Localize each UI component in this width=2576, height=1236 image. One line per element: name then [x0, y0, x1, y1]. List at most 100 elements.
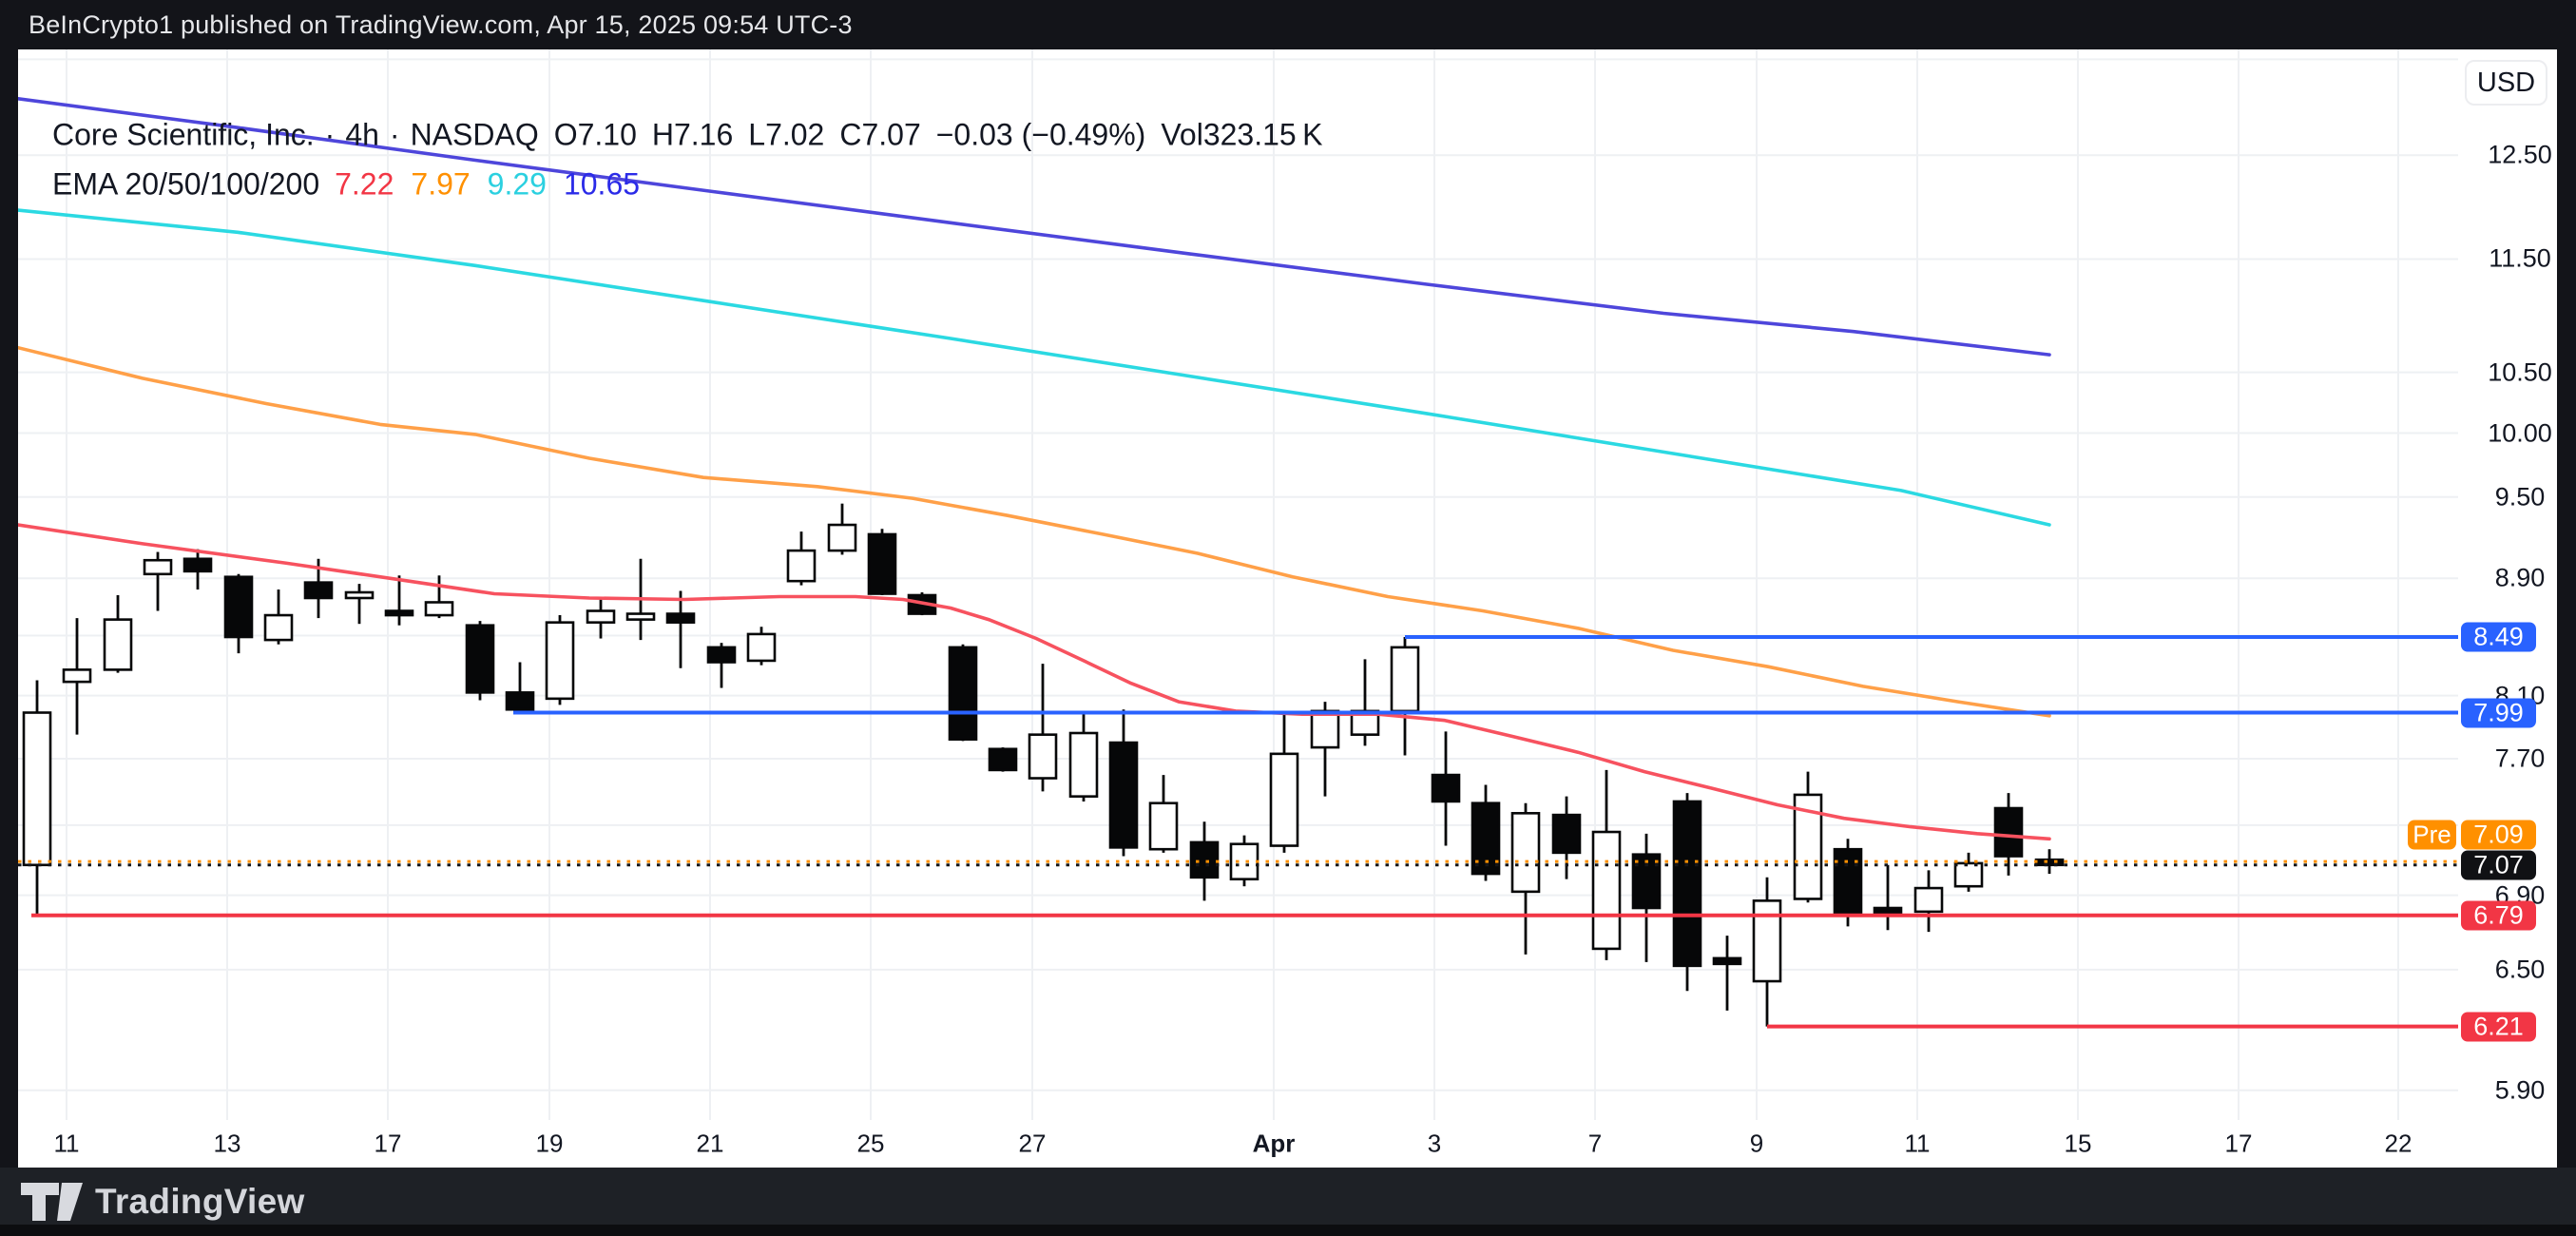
price-tick-label: 10.50	[2488, 357, 2552, 387]
price-tag-7.99: 7.99	[2461, 698, 2536, 727]
candle[interactable]	[263, 589, 294, 645]
candle-body	[1189, 840, 1220, 879]
candle-body	[1913, 886, 1944, 914]
candle-body	[1431, 773, 1461, 803]
candle[interactable]	[1390, 637, 1420, 756]
candle-body	[1310, 709, 1340, 749]
candle[interactable]	[183, 549, 213, 590]
candle-body	[665, 612, 696, 624]
candle[interactable]	[103, 595, 133, 673]
price-tag-6.21: 6.21	[2461, 1012, 2536, 1042]
price-tag-6.79: 6.79	[2461, 900, 2536, 931]
candle[interactable]	[1873, 864, 1903, 931]
symbol-legend[interactable]: Core Scientific, Inc. · 4h · NASDAQ O7.1…	[52, 118, 1322, 153]
candle[interactable]	[1631, 833, 1662, 962]
price-tick-label: 6.50	[2494, 955, 2546, 984]
time-tick-label: 17	[374, 1129, 402, 1158]
candle[interactable]	[948, 644, 978, 742]
time-tick-label: 22	[2384, 1129, 2413, 1158]
candle[interactable]	[465, 621, 495, 701]
candle[interactable]	[1108, 709, 1139, 857]
interval-label[interactable]: 4h	[345, 117, 379, 152]
candle-body	[1752, 899, 1782, 983]
separator-dot: ·	[389, 117, 400, 152]
candle[interactable]	[1953, 852, 1984, 892]
volume-value: Vol323.15 K	[1161, 117, 1323, 152]
candle[interactable]	[746, 627, 777, 666]
candle[interactable]	[1148, 775, 1179, 853]
candle[interactable]	[62, 618, 92, 735]
candle-body	[303, 581, 334, 600]
candle[interactable]	[22, 680, 52, 916]
candle[interactable]	[1752, 877, 1782, 1027]
ema-values: 7.22 7.97 9.29 10.65	[335, 167, 640, 203]
candle-body	[625, 612, 656, 621]
candle[interactable]	[1028, 664, 1058, 792]
currency-label: USD	[2476, 67, 2536, 98]
candle[interactable]	[143, 551, 173, 611]
candle[interactable]	[344, 584, 375, 625]
candle[interactable]	[1350, 659, 1380, 746]
candle-body	[1108, 741, 1139, 849]
candle[interactable]	[1431, 731, 1461, 846]
candle[interactable]	[1510, 802, 1541, 955]
candle-body	[1510, 812, 1541, 894]
candle-body	[465, 624, 495, 694]
ohlc-low: L7.02	[748, 117, 825, 152]
ema-legend[interactable]: EMA 20/50/100/200 7.22 7.97 9.29 10.65	[52, 167, 640, 203]
candle-body	[505, 691, 535, 711]
ema-20-line	[18, 523, 2051, 841]
candle-body	[1712, 956, 1742, 966]
candle-body	[706, 646, 737, 664]
candle[interactable]	[1068, 710, 1099, 801]
candle[interactable]	[384, 575, 414, 626]
candle-body	[1068, 731, 1099, 798]
candle[interactable]	[2034, 849, 2065, 875]
candle[interactable]	[1712, 936, 1742, 1011]
candle[interactable]	[424, 575, 454, 619]
candle[interactable]	[223, 573, 254, 654]
tradingview-brand-text[interactable]: TradingView	[95, 1182, 305, 1221]
candle[interactable]	[786, 531, 817, 586]
price-chart[interactable]	[18, 49, 2557, 1168]
candle-body	[545, 621, 575, 701]
candle[interactable]	[1833, 839, 1863, 927]
candle-body	[103, 618, 133, 671]
candle[interactable]	[1229, 835, 1259, 887]
candle-body	[867, 532, 897, 595]
candle[interactable]	[1269, 714, 1299, 853]
candle[interactable]	[1793, 771, 1823, 903]
candle[interactable]	[1471, 784, 1501, 881]
candle-body	[183, 557, 213, 573]
candle[interactable]	[827, 503, 857, 555]
time-tick-label: 11	[53, 1129, 80, 1158]
candle[interactable]	[1189, 821, 1220, 901]
candle[interactable]	[867, 529, 897, 596]
candle[interactable]	[1551, 796, 1582, 879]
time-tick-label: 19	[535, 1129, 564, 1158]
candle-body	[827, 523, 857, 552]
candle[interactable]	[988, 747, 1018, 772]
price-tick-label: 5.90	[2494, 1075, 2546, 1105]
candle[interactable]	[1672, 793, 1702, 992]
candle[interactable]	[1310, 702, 1340, 797]
candle[interactable]	[545, 615, 575, 705]
candle-body	[1390, 646, 1420, 713]
symbol-title[interactable]: Core Scientific, Inc.	[52, 117, 315, 152]
bottom-edge-strip	[0, 1225, 2576, 1236]
candle-body	[1269, 752, 1299, 847]
candle-body	[2034, 858, 2065, 867]
candle-body	[1993, 806, 2024, 858]
time-tick-label: 11	[1904, 1129, 1931, 1158]
candle[interactable]	[505, 662, 535, 715]
candle[interactable]	[1913, 870, 1944, 933]
candle[interactable]	[586, 596, 616, 639]
candle[interactable]	[706, 643, 737, 688]
candle-body	[1953, 861, 1984, 888]
tradingview-logo-icon[interactable]	[21, 1182, 84, 1222]
ema-value: 7.97	[411, 166, 471, 202]
currency-button[interactable]: USD	[2465, 60, 2547, 106]
candle[interactable]	[665, 590, 696, 668]
ohlc-open: O7.10	[553, 117, 637, 152]
exchange-label: NASDAQ	[410, 117, 539, 152]
